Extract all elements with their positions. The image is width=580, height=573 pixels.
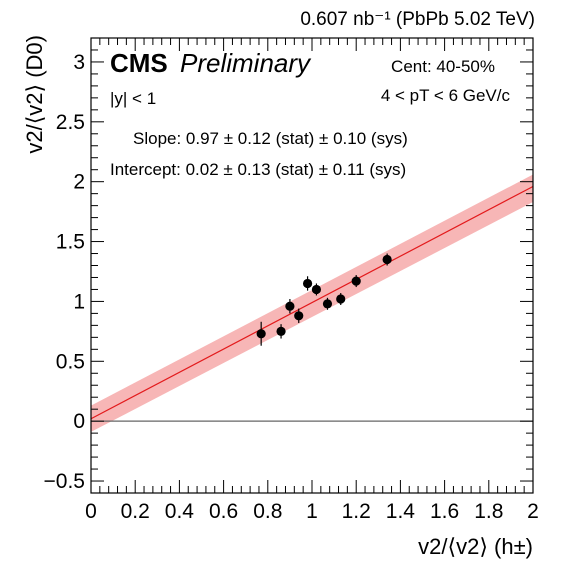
data-point	[311, 284, 322, 295]
plot-area: 0 0.2 0.4 0.6 0.8 1 1.2 1.4 1.6 1.8 2−0.500.511.52…	[44, 37, 539, 523]
x-axis-title: v2/⟨v2⟩ (h±)	[418, 534, 533, 559]
x-tick-label: 0.8	[253, 500, 282, 523]
y-tick-label: 1	[73, 290, 85, 313]
y-tick-label: −0.5	[44, 470, 85, 493]
x-tick-label: 1.6	[430, 500, 459, 523]
y-tick-label: 0	[73, 410, 85, 433]
data-point	[351, 276, 361, 286]
data-point	[285, 301, 295, 311]
intercept-label: Intercept: 0.02 ± 0.13 (stat) ± 0.11 (sy…	[110, 160, 406, 179]
x-tick-label: 2	[527, 500, 539, 523]
x-tick-label: 1.2	[342, 500, 371, 523]
x-tick-label: 0.6	[209, 500, 238, 523]
data-point	[302, 278, 313, 289]
x-tick-label: 1.8	[474, 500, 503, 523]
x-tick-label: 0.4	[165, 500, 195, 523]
cms-label: CMS	[110, 48, 168, 78]
data-point	[256, 329, 266, 339]
centrality-label: Cent: 40-50%	[391, 57, 495, 76]
y-tick-label: 2.5	[56, 111, 85, 134]
preliminary-label: Preliminary	[180, 48, 312, 78]
x-tick-label: 1	[306, 500, 318, 523]
x-tick-label: 1.4	[386, 500, 416, 523]
data-point	[336, 294, 346, 304]
plot-frame	[90, 37, 534, 494]
data-point	[294, 311, 304, 321]
y-axis-title: v2/⟨v2⟩ (D0)	[22, 35, 47, 154]
y-tick-label: 1.5	[56, 231, 85, 254]
fit-line	[90, 185, 534, 420]
data-point	[322, 299, 333, 309]
y-tick-label: 3	[73, 51, 85, 74]
y-tick-label: 0.5	[56, 350, 85, 373]
y-tick-label: 2	[73, 171, 85, 194]
data-point	[382, 254, 392, 265]
slope-label: Slope: 0.97 ± 0.12 (stat) ± 0.10 (sys)	[133, 129, 408, 148]
x-tick-label: 0.2	[121, 500, 150, 523]
rapidity-label: |y| < 1	[110, 89, 156, 108]
data-point	[276, 326, 286, 336]
x-tick-label: 0	[85, 500, 97, 523]
pt-range-label: 4 < pT < 6 GeV/c	[381, 86, 511, 105]
luminosity-label: 0.607 nb⁻¹ (PbPb 5.02 TeV)	[300, 9, 535, 30]
